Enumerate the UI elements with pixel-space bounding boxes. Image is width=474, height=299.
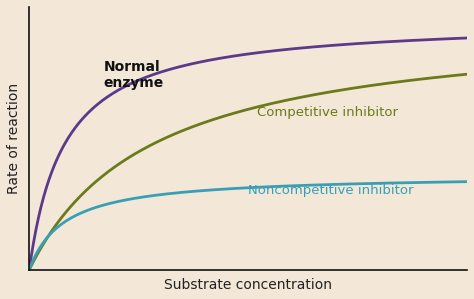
Text: Noncompetitive inhibitor: Noncompetitive inhibitor	[248, 184, 414, 197]
Text: Normal
enzyme: Normal enzyme	[104, 60, 164, 90]
Text: Competitive inhibitor: Competitive inhibitor	[257, 106, 398, 119]
Y-axis label: Rate of reaction: Rate of reaction	[7, 83, 21, 194]
X-axis label: Substrate concentration: Substrate concentration	[164, 278, 332, 292]
